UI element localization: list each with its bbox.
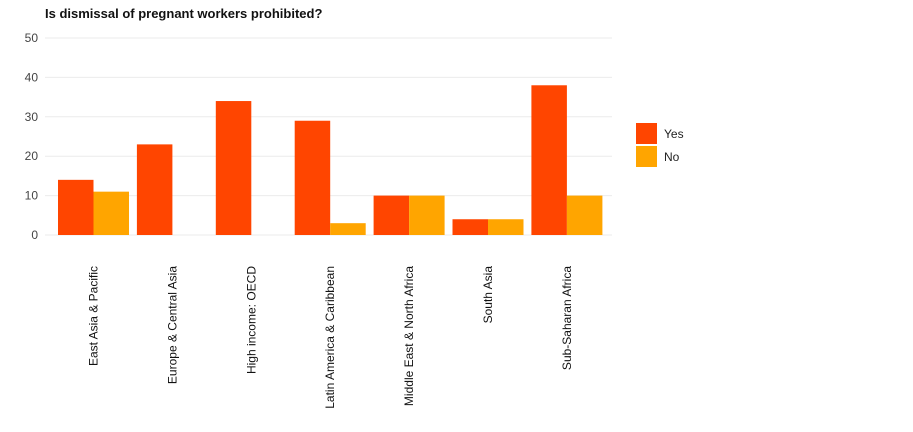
- bar-yes: [294, 120, 331, 235]
- bar-yes: [136, 144, 173, 235]
- bar-no: [488, 219, 524, 235]
- legend-swatch-yes: [636, 123, 657, 144]
- y-tick-label: 10: [25, 189, 39, 203]
- y-tick-label: 0: [31, 228, 38, 242]
- legend-label-no: No: [664, 150, 680, 164]
- x-tick-label: Europe & Central Asia: [165, 266, 179, 384]
- y-tick-label: 20: [25, 149, 39, 163]
- legend: Yes No: [636, 123, 684, 167]
- x-tick-label: South Asia: [481, 266, 495, 324]
- chart-title: Is dismissal of pregnant workers prohibi…: [45, 6, 323, 21]
- x-tick-label: Sub-Saharan Africa: [560, 266, 574, 370]
- x-axis: East Asia & Pacific Europe & Central Asia…: [87, 266, 574, 409]
- bar-no: [409, 195, 445, 235]
- bar-yes: [58, 179, 94, 235]
- y-tick-label: 50: [25, 31, 39, 45]
- x-tick-label: East Asia & Pacific: [87, 266, 101, 366]
- bar-yes: [373, 195, 410, 235]
- y-axis: 0 10 20 30 40 50: [25, 31, 39, 242]
- x-tick-label: Middle East & North Africa: [402, 266, 416, 406]
- y-tick-label: 30: [25, 110, 39, 124]
- bar-yes: [452, 219, 488, 235]
- x-tick-label: High income: OECD: [244, 266, 258, 374]
- legend-label-yes: Yes: [664, 127, 684, 141]
- bar-yes: [531, 85, 567, 235]
- y-tick-label: 40: [25, 70, 39, 84]
- bar-no: [330, 223, 366, 235]
- bars: [58, 85, 603, 235]
- x-tick-label: Latin America & Caribbean: [323, 266, 337, 409]
- bar-no: [93, 191, 129, 235]
- bar-no: [566, 195, 603, 235]
- legend-swatch-no: [636, 146, 657, 167]
- bar-yes: [215, 101, 252, 235]
